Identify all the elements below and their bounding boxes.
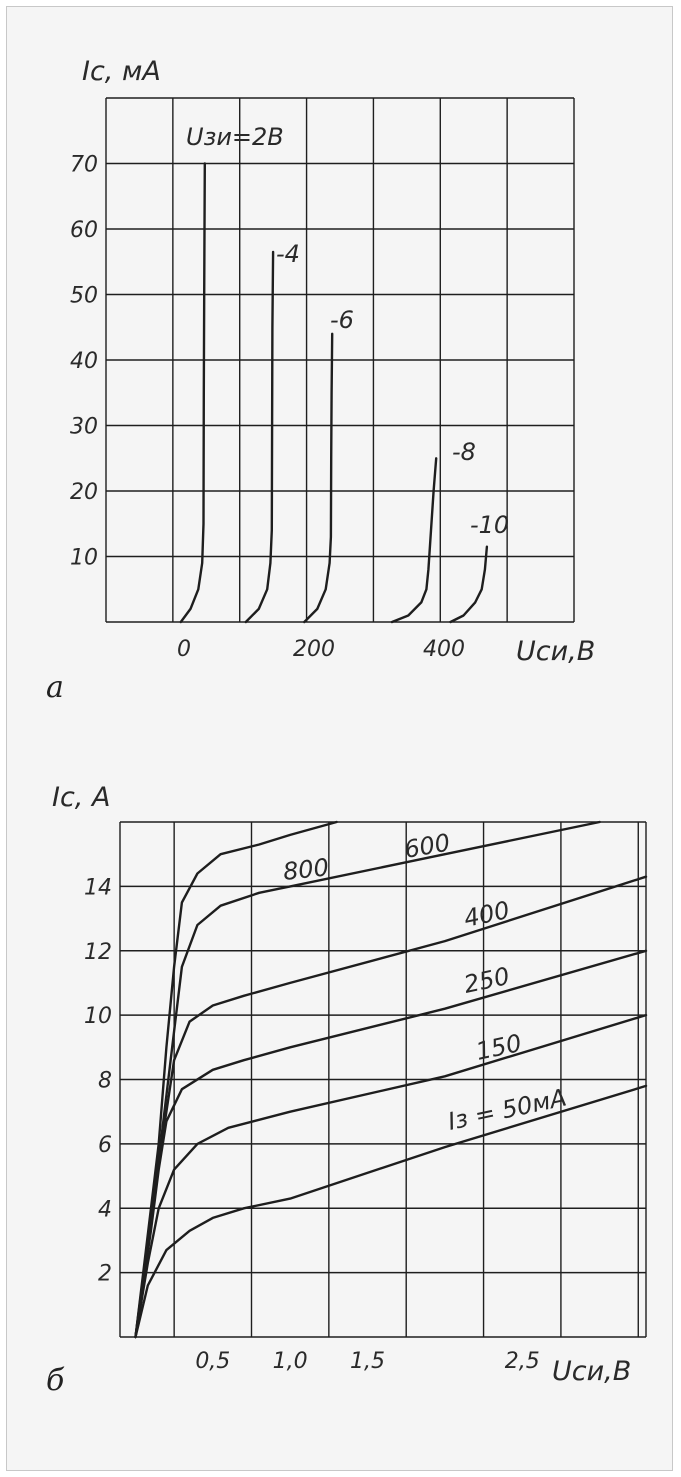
chart-b-curve-label: 250 [461,962,512,999]
chart-b-y-tick-label: 8 [98,1069,112,1094]
chart-b-curve [134,820,338,1339]
chart-a-grid [105,97,575,623]
chart-b-curve [134,875,648,1339]
chart-a-y-tick-label: 30 [70,415,98,440]
chart-a: 10 20 30 40 50 60 70 0 200 400 Uзи=2В -4 -6 -8 -10 I… [46,56,595,705]
chart-b-x-tick-label: 0,5 [195,1349,230,1374]
chart-a-x-tick-label: 0 [177,637,191,662]
chart-a-curve-label: -4 [276,240,300,268]
chart-b-y-tick-label: 6 [98,1133,112,1158]
chart-a-curve-label: -10 [470,511,509,539]
chart-b-x-axis-label: Uси,В [552,1356,631,1387]
chart-b-y-tick-label: 10 [84,1004,112,1029]
chart-b-grid [119,821,647,1338]
chart-a-x-tick-label: 400 [423,637,465,662]
chart-b-curve [134,1084,648,1339]
chart-a-y-tick-label: 50 [70,284,98,309]
chart-a-y-tick-label: 10 [70,546,98,571]
chart-a-y-tick-label: 60 [70,218,98,243]
chart-a-curve-labels: Uзи=2В -4 -6 -8 -10 [186,123,509,539]
chart-b-x-ticks: 0,5 1,0 1,5 2,5 [195,1349,539,1374]
chart-b-y-tick-label: 14 [84,875,112,900]
chart-b-curve-label: 150 [473,1029,524,1066]
chart-a-y-tick-label: 20 [70,480,98,505]
chart-a-x-ticks: 0 200 400 [177,637,465,662]
chart-b-x-tick-label: 1,0 [273,1349,308,1374]
chart-a-y-ticks: 10 20 30 40 50 60 70 [70,153,98,571]
chart-a-x-tick-label: 200 [293,637,335,662]
chart-b-y-tick-label: 4 [98,1197,112,1222]
chart-b-y-ticks: 2 4 6 8 10 12 14 [84,875,112,1286]
chart-b-y-axis-label: Iс, А [52,782,110,813]
chart-b-x-tick-label: 1,5 [350,1349,385,1374]
chart-a-sublabel: а [46,670,64,705]
chart-a-x-axis-label: Uси,В [516,636,595,667]
chart-b-curves [134,820,648,1339]
chart-a-curves [179,162,489,624]
chart-b-sublabel: б [46,1363,65,1398]
figure-panel [6,6,673,1471]
chart-b-y-tick-label: 2 [98,1262,112,1287]
chart-b-x-tick-label: 2,5 [505,1349,540,1374]
chart-b-curve-label: 800 [282,853,330,886]
chart-a-curve [303,332,334,624]
chart-a-y-tick-label: 70 [70,153,98,178]
chart-a-curve-label: Uзи=2В [186,123,284,151]
chart-a-curve [244,250,275,624]
chart-b-curve [134,949,648,1339]
chart-b-curve [134,1013,648,1339]
chart-b-curve [134,820,601,1339]
chart-a-curve [449,545,489,624]
chart-b-curve-label: 600 [402,828,452,864]
chart-a-y-axis-label: Iс, мА [82,56,161,87]
chart-a-curve-label: -6 [330,306,354,334]
chart-a-curve-label: -8 [452,438,476,466]
chart-a-curve [390,457,438,624]
chart-a-curve [179,162,206,624]
chart-a-y-tick-label: 40 [70,349,98,374]
chart-b-y-tick-label: 12 [84,940,112,965]
chart-b-curve-label: 400 [461,896,512,933]
